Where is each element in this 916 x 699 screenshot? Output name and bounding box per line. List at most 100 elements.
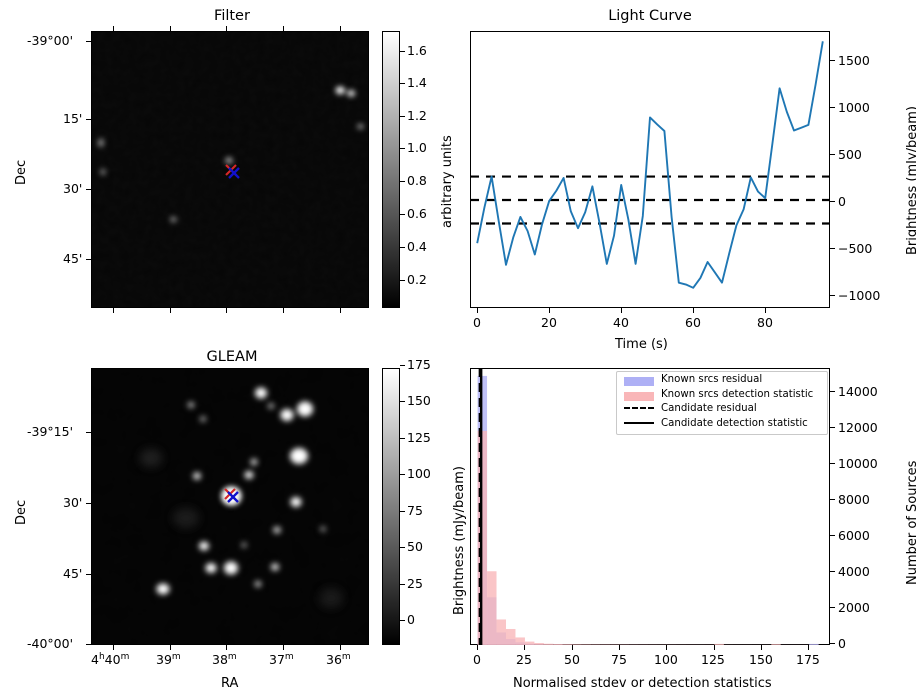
- filter-xtick-mark: [283, 26, 285, 31]
- gleam-cbar-tick-mark: [400, 474, 405, 476]
- gleam-ytick-2: 45': [63, 566, 83, 581]
- filter-xtick-mark: [113, 308, 115, 313]
- filter-y-axis-label: Dec: [14, 159, 29, 185]
- histogram-bar: [553, 644, 563, 645]
- lc-ytick-mark: [830, 154, 835, 156]
- gleam-image: [91, 368, 369, 645]
- histogram-bar: [487, 571, 497, 645]
- cbar-tick-mark: [400, 51, 405, 53]
- gleam-xtick-mark: [170, 645, 172, 650]
- legend-label-2: Candidate residual: [661, 403, 757, 414]
- filter-ytick-mark: [86, 119, 91, 121]
- legend-label-1: Known srcs detection statistic: [661, 389, 814, 400]
- gleam-xtick-4: 36m: [326, 651, 351, 667]
- lc-ytick-mark: [830, 295, 835, 297]
- histogram-bar: [534, 643, 544, 645]
- hist-xtick-6: 150: [749, 652, 773, 667]
- hist-ytick-6: 12000: [838, 420, 878, 435]
- gleam-sky-raster: [91, 368, 369, 645]
- filter-ytick-1: 15': [63, 111, 83, 126]
- hist-ytick-mark: [830, 499, 835, 501]
- legend-line-candidate-residual: [624, 407, 654, 409]
- hist-ytick-1: 2000: [838, 600, 870, 615]
- filter-ytick-0: -39°00': [27, 33, 74, 48]
- filter-axes-frame: [91, 31, 369, 308]
- hist-xtick-0: 0: [473, 652, 481, 667]
- histogram-bar: [524, 641, 535, 645]
- cbar-tick-mark: [400, 247, 405, 249]
- filter-cbar-tick-5: 1.2: [407, 108, 427, 123]
- gleam-cbar-tick-mark: [400, 511, 405, 513]
- filter-cbar-tick-4: 1.0: [407, 140, 427, 155]
- hist-xtick-4: 100: [654, 652, 678, 667]
- hist-xtick-7: 175: [796, 652, 820, 667]
- gleam-xtick-3: 37m: [269, 651, 294, 667]
- hist-ytick-mark: [830, 535, 835, 537]
- histogram-bar: [714, 643, 724, 645]
- filter-xtick-mark: [113, 26, 115, 31]
- filter-xtick-mark: [170, 308, 172, 313]
- gleam-xtick-mark: [226, 645, 228, 650]
- lc-xtick-mark: [693, 308, 695, 313]
- hist-xtick-3: 75: [611, 652, 627, 667]
- histogram-legend: Known srcs residual Known srcs detection…: [616, 371, 828, 435]
- legend-line-candidate-detection-statistic: [624, 422, 654, 424]
- lc-ytick-4: 1000: [838, 100, 870, 115]
- filter-ytick-2: 30': [63, 181, 83, 196]
- cbar-tick-mark: [400, 214, 405, 216]
- gleam-cbar-tick-7: 175: [407, 357, 431, 372]
- lc-ytick-mark: [830, 107, 835, 109]
- filter-cbar-tick-1: 0.4: [407, 239, 427, 254]
- lc-ytick-0: −1000: [838, 288, 881, 303]
- filter-ytick-mark: [86, 189, 91, 191]
- hist-ytick-0: 0: [838, 636, 846, 651]
- cbar-tick-mark: [400, 116, 405, 118]
- cbar-tick-mark: [400, 148, 405, 150]
- filter-xtick-mark: [340, 26, 342, 31]
- lc-xtick-1: 20: [541, 315, 557, 330]
- filter-ytick-mark: [86, 259, 91, 261]
- histogram-bar: [506, 628, 516, 645]
- histogram-bar: [581, 644, 592, 645]
- lc-xtick-3: 60: [685, 315, 701, 330]
- hist-xtick-mark: [477, 645, 479, 650]
- hist-ytick-3: 6000: [838, 528, 870, 543]
- gleam-cbar-tick-mark: [400, 584, 405, 586]
- histogram-bar: [572, 644, 582, 645]
- hist-xtick-mark: [714, 645, 716, 650]
- hist-ytick-mark: [830, 463, 835, 465]
- hist-xtick-mark: [619, 645, 621, 650]
- light-curve-title: Light Curve: [608, 8, 692, 24]
- gleam-xtick-1: 39m: [156, 651, 181, 667]
- lc-xtick-mark: [765, 308, 767, 313]
- gleam-cbar-tick-mark: [400, 401, 405, 403]
- light-curve-line: [476, 41, 824, 289]
- gleam-ytick-0: -39°15': [27, 424, 74, 439]
- filter-cbar-tick-2: 0.6: [407, 206, 427, 221]
- gleam-colorbar-label: Brightness (mJy/beam): [452, 466, 467, 615]
- hist-ytick-7: 14000: [838, 384, 878, 399]
- hist-xtick-mark: [572, 645, 574, 650]
- gleam-xtick-mark: [340, 645, 342, 650]
- filter-xtick-mark: [226, 26, 228, 31]
- gleam-ytick-mark: [86, 644, 91, 646]
- histogram-bar: [543, 643, 554, 645]
- gleam-panel-title: GLEAM: [206, 349, 258, 365]
- gleam-y-axis-label: Dec: [14, 499, 29, 525]
- histogram-bar: [562, 644, 573, 645]
- hist-ytick-mark: [830, 643, 835, 645]
- hist-ytick-mark: [830, 391, 835, 393]
- lc-x-axis-label: Time (s): [615, 337, 668, 352]
- gleam-xtick-0: 4h40m: [91, 651, 130, 667]
- gleam-cbar-tick-mark: [400, 547, 405, 549]
- hist-ytick-mark: [830, 607, 835, 609]
- histogram-plot: [477, 368, 819, 645]
- legend-label-0: Known srcs residual: [661, 374, 763, 385]
- lc-ytick-mark: [830, 248, 835, 250]
- histogram-bar: [591, 644, 601, 645]
- legend-swatch-known-srcs-detection-statistic: [624, 392, 654, 401]
- lc-xtick-mark: [621, 308, 623, 313]
- gleam-xtick-mark: [283, 645, 285, 650]
- cbar-tick-mark: [400, 83, 405, 85]
- histogram-bar: [496, 619, 506, 645]
